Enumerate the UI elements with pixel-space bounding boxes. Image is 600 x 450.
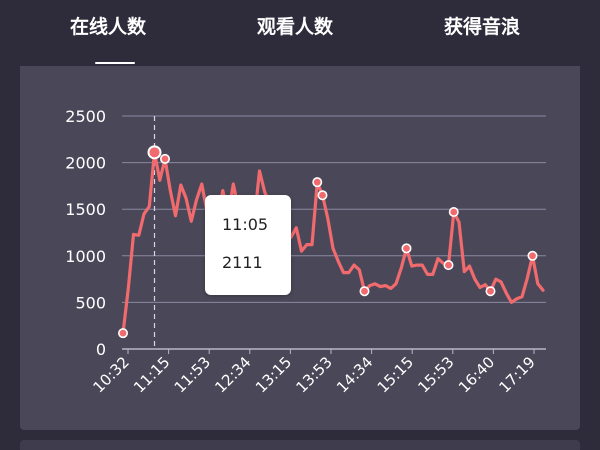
data-point bbox=[448, 206, 459, 217]
chart-tooltip: 11:05 2111 bbox=[205, 195, 291, 295]
y-tick-label: 500 bbox=[75, 293, 106, 312]
tab-sound-waves[interactable]: 获得音浪 bbox=[444, 16, 521, 38]
x-tick-label: 11:15 bbox=[130, 353, 173, 396]
x-tick-label: 11:53 bbox=[171, 353, 214, 396]
y-tick-label: 2500 bbox=[65, 107, 106, 126]
data-point bbox=[359, 286, 370, 297]
tooltip-value: 2111 bbox=[222, 253, 263, 272]
data-point bbox=[317, 190, 328, 201]
x-tick-label: 17:19 bbox=[496, 353, 539, 396]
y-tick-label: 0 bbox=[96, 340, 106, 359]
stats-tab-bar: 在线人数 观看人数 获得音浪 bbox=[0, 0, 600, 66]
y-tick-label: 1500 bbox=[65, 200, 106, 219]
x-tick-label: 14:34 bbox=[333, 353, 376, 396]
y-tick-label: 2000 bbox=[65, 154, 106, 173]
data-point bbox=[443, 260, 454, 271]
data-point bbox=[401, 243, 412, 254]
data-point bbox=[485, 286, 496, 297]
data-point bbox=[160, 153, 171, 164]
x-tick-label: 15:15 bbox=[374, 353, 417, 396]
data-point bbox=[118, 328, 129, 339]
tab-online-users[interactable]: 在线人数 bbox=[70, 16, 147, 38]
data-point bbox=[312, 177, 323, 188]
data-point bbox=[527, 250, 538, 261]
tab-viewers[interactable]: 观看人数 bbox=[257, 16, 334, 38]
x-tick-label: 13:15 bbox=[252, 353, 295, 396]
x-tick-label: 13:53 bbox=[293, 353, 336, 396]
next-card-edge bbox=[20, 440, 580, 450]
x-tick-label: 16:40 bbox=[455, 353, 498, 396]
series-line bbox=[121, 150, 545, 335]
tooltip-time: 11:05 bbox=[222, 215, 269, 234]
active-tab-indicator bbox=[95, 62, 135, 64]
x-tick-label: 15:53 bbox=[414, 353, 457, 396]
y-tick-label: 1000 bbox=[65, 247, 106, 266]
x-tick-label: 12:34 bbox=[211, 353, 254, 396]
x-tick-label: 10:32 bbox=[90, 353, 133, 396]
highlighted-point bbox=[147, 145, 162, 160]
